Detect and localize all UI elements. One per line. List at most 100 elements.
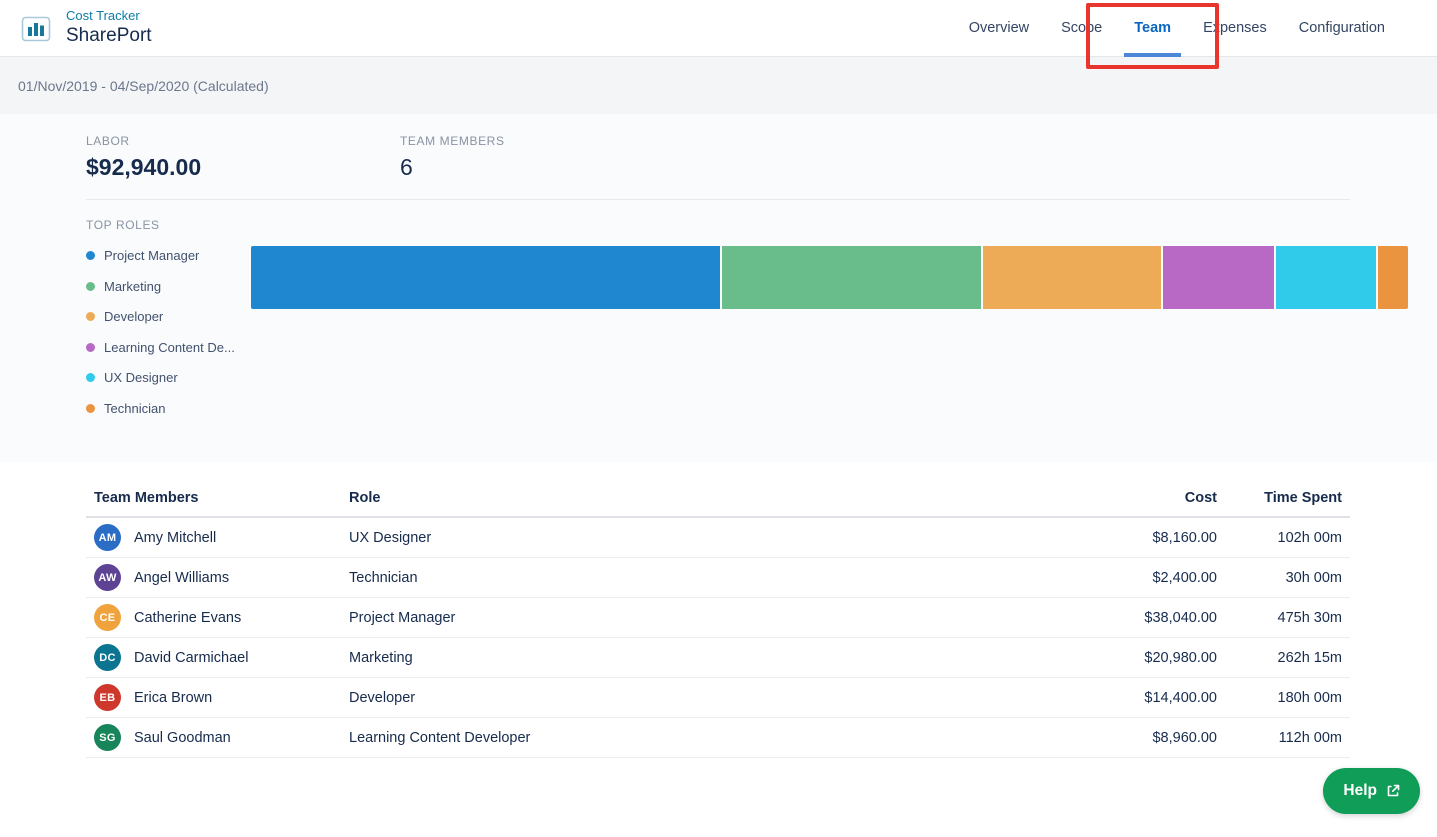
avatar: CE	[94, 604, 121, 631]
team-members-label: TEAM MEMBERS	[400, 134, 505, 148]
bar-segment-1[interactable]	[722, 246, 982, 309]
col-cost: Cost	[1055, 484, 1225, 518]
legend-label: Learning Content De...	[104, 339, 235, 355]
legend-label: Developer	[104, 309, 164, 324]
legend-item: Learning Content De...	[86, 340, 251, 355]
tab-overview[interactable]: Overview	[968, 20, 1030, 36]
table-row[interactable]: CE Catherine Evans Project Manager $38,0…	[86, 597, 1350, 638]
avatar-initials: AM	[98, 531, 117, 544]
bar-segment-4[interactable]	[1275, 246, 1377, 309]
member-cost: $8,960.00	[1055, 717, 1225, 758]
member-cost: $20,980.00	[1055, 637, 1225, 678]
legend-label: UX Designer	[104, 370, 178, 385]
member-name: Catherine Evans	[134, 609, 242, 626]
tab-team[interactable]: Team	[1134, 20, 1172, 36]
member-role: Technician	[341, 557, 1055, 598]
team-table-section: Team Members Role Cost Time Spent AM Amy…	[0, 462, 1437, 758]
member-name: Erica Brown	[134, 689, 213, 706]
roles-row: Project Manager Marketing Developer Learnin…	[0, 246, 1437, 431]
bar-segment-2[interactable]	[983, 246, 1162, 309]
bar-segment-0[interactable]	[251, 246, 721, 309]
avatar: AM	[94, 524, 121, 551]
app-label: Cost Tracker	[66, 8, 140, 24]
member-cell: EB Erica Brown	[94, 684, 333, 711]
legend-item: Marketing	[86, 279, 251, 294]
member-cell: AM Amy Mitchell	[94, 524, 333, 551]
labor-label: LABOR	[86, 134, 130, 148]
summary-section: LABOR $92,940.00 TEAM MEMBERS 6 TOP ROLE…	[0, 114, 1437, 462]
legend-item: Project Manager	[86, 248, 251, 263]
avatar: AW	[94, 564, 121, 591]
table-row[interactable]: AM Amy Mitchell UX Designer $8,160.00 10…	[86, 517, 1350, 558]
page-title: SharePort	[66, 24, 152, 46]
member-time: 102h 00m	[1225, 517, 1350, 558]
table-row[interactable]: EB Erica Brown Developer $14,400.00 180h…	[86, 677, 1350, 718]
active-tab-underline	[1124, 52, 1182, 57]
legend-item: Developer	[86, 309, 251, 324]
tab-scope[interactable]: Scope	[1061, 20, 1103, 36]
member-role: Developer	[341, 677, 1055, 718]
stats-divider	[86, 199, 1350, 200]
app-header: Cost Tracker SharePort Overview Scope Te…	[0, 0, 1437, 69]
legend-dot	[86, 373, 95, 382]
avatar: SG	[94, 724, 121, 751]
table-row[interactable]: AW Angel Williams Technician $2,400.00 3…	[86, 557, 1350, 598]
member-time: 112h 00m	[1225, 717, 1350, 758]
col-time-spent: Time Spent	[1225, 484, 1350, 518]
team-members-value: 6	[400, 154, 413, 180]
avatar: EB	[94, 684, 121, 711]
legend-dot	[86, 281, 95, 291]
tab-team-wrap: Team	[1086, 0, 1220, 69]
team-table: Team Members Role Cost Time Spent AM Amy…	[86, 484, 1350, 758]
member-role: Marketing	[341, 637, 1055, 678]
help-button[interactable]: Help	[1323, 768, 1420, 814]
bar-segment-3[interactable]	[1163, 246, 1274, 309]
nav-tabs: Overview Scope Team Expenses Configurati…	[953, 0, 1401, 69]
legend-dot	[86, 312, 95, 321]
table-row[interactable]: DC David Carmichael Marketing $20,980.00…	[86, 637, 1350, 678]
member-cell: CE Catherine Evans	[94, 604, 333, 631]
legend-label: Project Manager	[104, 248, 200, 263]
legend-item: Technician	[86, 401, 251, 416]
member-time: 30h 00m	[1225, 557, 1350, 598]
brand: Cost Tracker SharePort	[18, 8, 152, 47]
table-header-row: Team Members Role Cost Time Spent	[86, 484, 1350, 518]
brand-text: Cost Tracker SharePort	[66, 8, 152, 47]
external-link-icon	[1386, 784, 1400, 798]
member-time: 262h 15m	[1225, 637, 1350, 678]
col-role: Role	[341, 484, 1055, 518]
legend-dot	[86, 342, 95, 352]
avatar-initials: EB	[99, 691, 116, 704]
legend-dot	[86, 403, 95, 413]
legend-label: Technician	[104, 400, 166, 416]
bar-segment-5[interactable]	[1378, 246, 1409, 309]
member-name: David Carmichael	[134, 649, 249, 666]
stats-row: LABOR $92,940.00 TEAM MEMBERS 6	[0, 128, 1437, 181]
tab-expenses[interactable]: Expenses	[1203, 20, 1267, 36]
member-cost: $14,400.00	[1055, 677, 1225, 718]
avatar-initials: AW	[98, 571, 117, 584]
table-row[interactable]: SG Saul Goodman Learning Content Develop…	[86, 717, 1350, 758]
member-cell: DC David Carmichael	[94, 644, 333, 671]
legend-label: Marketing	[104, 278, 162, 294]
member-role: UX Designer	[341, 517, 1055, 558]
avatar-initials: SG	[99, 731, 116, 744]
date-range-bar: 01/Nov/2019 - 04/Sep/2020 (Calculated)	[0, 57, 1437, 114]
help-button-label: Help	[1343, 782, 1377, 799]
avatar-initials: CE	[99, 611, 116, 624]
roles-legend: Project Manager Marketing Developer Learnin…	[86, 246, 251, 431]
member-name: Angel Williams	[134, 569, 230, 586]
labor-stat: LABOR $92,940.00	[86, 128, 400, 181]
avatar-initials: DC	[99, 651, 116, 664]
member-time: 180h 00m	[1225, 677, 1350, 718]
team-members-stat: TEAM MEMBERS 6	[400, 128, 714, 181]
stacked-bar	[251, 246, 1409, 309]
member-role: Project Manager	[341, 597, 1055, 638]
member-cell: AW Angel Williams	[94, 564, 333, 591]
tab-configuration[interactable]: Configuration	[1298, 20, 1385, 36]
member-role: Learning Content Developer	[341, 717, 1055, 758]
member-name: Saul Goodman	[134, 729, 231, 746]
member-cell: SG Saul Goodman	[94, 724, 333, 751]
member-cost: $8,160.00	[1055, 517, 1225, 558]
member-name: Amy Mitchell	[134, 529, 217, 546]
